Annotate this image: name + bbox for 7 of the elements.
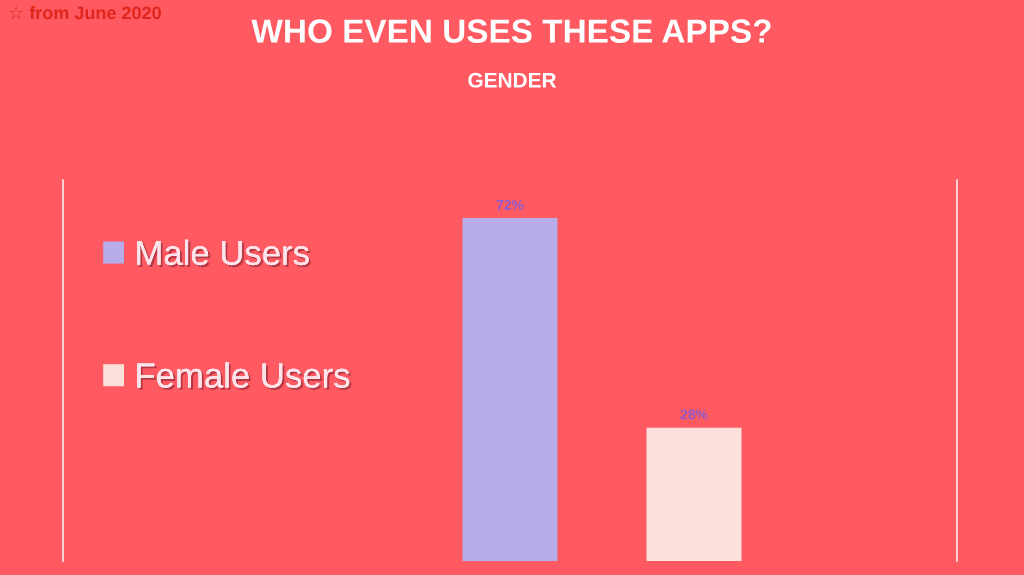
chart-subtitle: GENDER [468,72,557,88]
legend-label: Female Users [137,362,352,390]
text: ☆ from June 2020 [9,6,161,20]
legend-label: Male Users [137,239,311,268]
data-label: 28% [680,409,708,420]
chart-title: WHO EVEN USES THESE APPS? [251,19,771,43]
data-label: 72% [496,199,524,210]
